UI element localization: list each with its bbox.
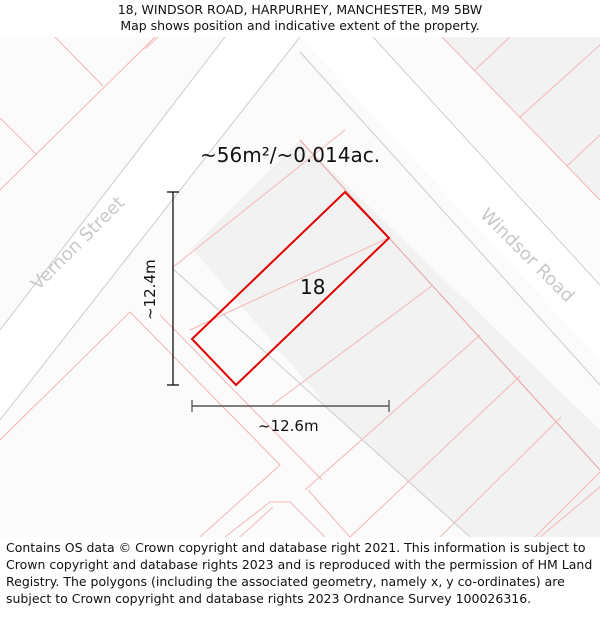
parcel-line [474, 37, 511, 71]
property-map[interactable]: ~56m²/~0.014ac. 18 ~12.4m ~12.6m Vernon … [0, 37, 600, 537]
road-edge [299, 51, 600, 386]
parcel-line [171, 129, 346, 269]
property-boundary[interactable] [190, 190, 391, 387]
width-dimension-label: ~12.6m [258, 417, 319, 435]
parcel-frontage [299, 139, 600, 471]
block-edge [171, 267, 471, 537]
map-subtitle: Map shows position and indicative extent… [120, 18, 480, 33]
parcel-line [0, 311, 281, 537]
parcel-line [0, 117, 37, 155]
parcel-line [224, 501, 326, 537]
plot-number: 18 [300, 275, 326, 299]
height-dimension-label: ~12.4m [141, 259, 159, 320]
map-header: 18, WINDSOR ROAD, HARPURHEY, MANCHESTER,… [0, 0, 600, 37]
parcel-line [239, 506, 274, 537]
parcel-line [349, 375, 521, 537]
parcel-line [539, 486, 600, 537]
road-edge [0, 37, 226, 331]
parcel-line [439, 416, 562, 537]
terrace-block [172, 140, 600, 537]
copyright-notice: Contains OS data © Crown copyright and d… [6, 540, 593, 606]
parcel-line [441, 37, 600, 201]
property-address: 18, WINDSOR ROAD, HARPURHEY, MANCHESTER,… [117, 2, 483, 17]
parcel-line [307, 489, 351, 537]
parcel-line [144, 37, 159, 50]
parcel-line [271, 284, 434, 406]
parcel-line [159, 314, 323, 481]
parcel-line [54, 37, 104, 87]
parcel-line [304, 334, 481, 491]
parcel-line [519, 44, 600, 118]
area-label: ~56m²/~0.014ac. [200, 143, 381, 167]
parcel-line [0, 37, 156, 191]
road-edge [0, 37, 301, 421]
parcel-line [534, 471, 600, 537]
parcel-line [566, 134, 600, 167]
parcel-line [189, 237, 389, 331]
road-edge [372, 37, 600, 286]
windsor-road-road [300, 37, 600, 360]
